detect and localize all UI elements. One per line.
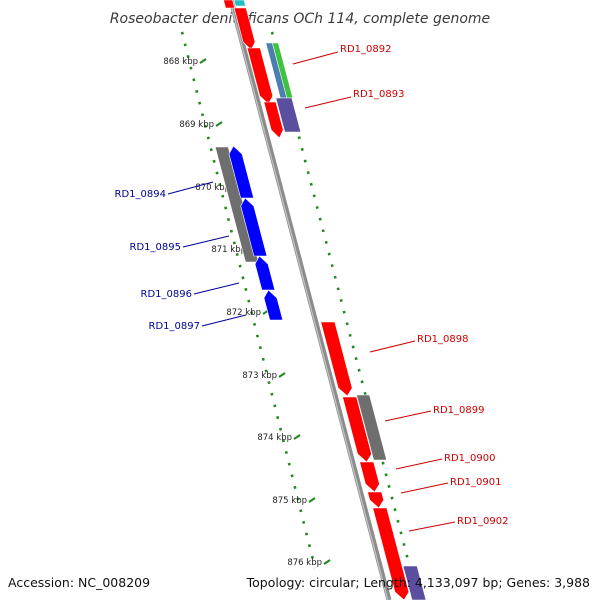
gene-label[interactable]: RD1_0893 xyxy=(353,89,404,100)
gene-label[interactable]: RD1_0899 xyxy=(433,405,484,416)
gene-block-forward xyxy=(233,7,256,51)
gene-label[interactable]: RD1_0900 xyxy=(444,453,495,464)
gene-leader-line xyxy=(201,314,247,327)
gene-block-forward xyxy=(342,396,372,463)
gene-block-other xyxy=(402,565,427,600)
gene-leader-line xyxy=(167,181,214,195)
kbp-tick-mark xyxy=(308,497,316,503)
gene-block-forward xyxy=(263,101,284,139)
map-title: Roseobacter denitrificans OCh 114, compl… xyxy=(110,11,490,27)
gene-block-forward xyxy=(372,507,410,600)
gene-block-forward xyxy=(246,47,274,105)
kbp-tick-label: 873 kbp xyxy=(242,371,277,381)
gene-leader-line xyxy=(304,96,352,109)
gene-leader-line xyxy=(193,282,240,295)
kbp-tick-label: 876 kbp xyxy=(287,558,322,568)
gene-block-forward xyxy=(359,461,380,493)
gene-label[interactable]: RD1_0897 xyxy=(149,321,200,332)
gene-label[interactable]: RD1_0894 xyxy=(115,189,166,200)
kbp-tick-mark xyxy=(215,121,223,127)
backbone-highlight xyxy=(229,0,389,600)
gene-block-partial-top xyxy=(233,0,246,7)
kbp-tick-label: 874 kbp xyxy=(257,433,292,443)
gene-leader-line xyxy=(292,51,339,65)
gene-label[interactable]: RD1_0901 xyxy=(450,477,501,488)
kbp-tick-mark xyxy=(199,58,207,64)
kbp-tick-label: 875 kbp xyxy=(272,496,307,506)
ruler-ring-left xyxy=(180,31,317,569)
gene-block-reverse xyxy=(240,197,268,257)
genome-backbone xyxy=(228,0,392,600)
kbp-tick-label: 871 kbp xyxy=(211,245,246,255)
gene-label[interactable]: RD1_0895 xyxy=(130,242,181,253)
gene-label[interactable]: RD1_0896 xyxy=(141,289,192,300)
kbp-tick-label: 872 kbp xyxy=(226,308,261,318)
gene-label[interactable]: RD1_0898 xyxy=(417,334,468,345)
kbp-tick-label: 870 kbp xyxy=(195,183,230,193)
kbp-tick-mark xyxy=(278,372,286,378)
gene-block-reverse xyxy=(254,255,276,291)
gene-block-forward xyxy=(367,491,384,509)
kbp-tick-mark xyxy=(293,434,301,440)
gene-features xyxy=(214,0,427,600)
gene-block-forward xyxy=(320,321,353,397)
accession-text: Accession: NC_008209 xyxy=(8,575,150,590)
gene-leader-line xyxy=(384,410,432,422)
gene-leader-line xyxy=(408,521,456,532)
gene-block-reverse xyxy=(263,289,284,321)
gene-block-other xyxy=(275,97,302,133)
gene-leader-line xyxy=(182,235,230,248)
gene-leader-line xyxy=(369,340,416,353)
gene-labels: RD1_0892 RD1_0893 RD1_0894 RD1_0895 RD1_0896… xyxy=(115,44,508,532)
gene-block-partial-top xyxy=(223,0,235,9)
kbp-tick-label: 868 kbp xyxy=(163,57,198,67)
kbp-tick-label: 869 kbp xyxy=(179,120,214,130)
genome-summary-text: Topology: circular; Length: 4,133,097 bp… xyxy=(246,575,590,590)
gene-label[interactable]: RD1_0892 xyxy=(340,44,391,55)
backbone-line xyxy=(228,0,392,600)
gene-leader-line xyxy=(395,458,443,470)
gene-block-other xyxy=(356,394,388,461)
kbp-tick-mark xyxy=(323,559,331,565)
gene-leader-line xyxy=(400,482,449,494)
gene-label[interactable]: RD1_0902 xyxy=(457,516,508,527)
gene-block-reverse xyxy=(228,145,255,199)
gene-block-other xyxy=(271,42,294,99)
